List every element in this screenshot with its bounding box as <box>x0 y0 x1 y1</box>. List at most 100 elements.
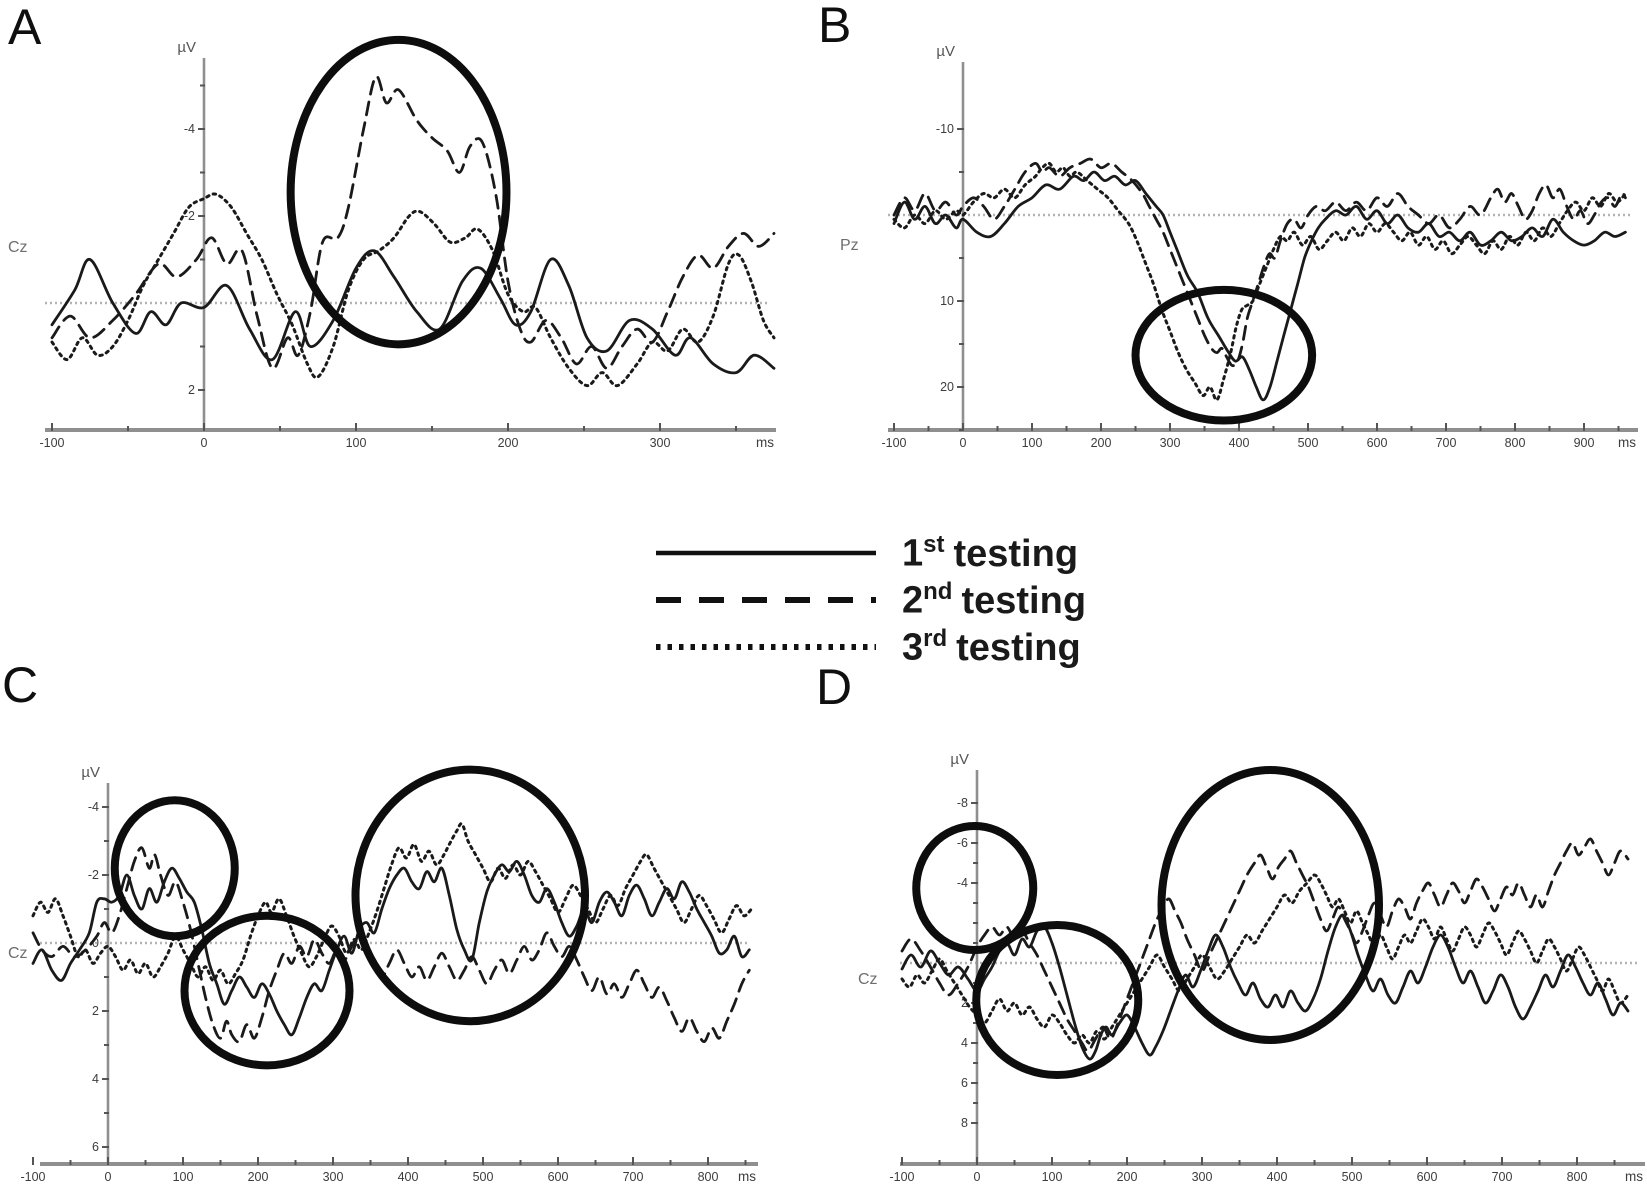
x-tick-label: -100 <box>889 1170 914 1184</box>
trace-2nd-testing <box>892 157 1627 368</box>
highlight-ellipse-1 <box>286 35 511 349</box>
x-tick-label: 700 <box>1492 1170 1513 1184</box>
y-tick-label: 10 <box>940 294 954 308</box>
trace-1st-testing <box>31 860 751 1037</box>
y-axis-unit-label: µV <box>936 43 955 60</box>
panel-label-d: D <box>816 659 853 715</box>
legend-line-dotted-icon <box>656 644 876 650</box>
legend-line-solid-icon <box>656 550 876 556</box>
x-axis-unit-label: ms <box>1618 435 1636 450</box>
y-tick-label: 4 <box>961 1036 968 1050</box>
y-tick-label: -10 <box>936 122 954 136</box>
y-axis-unit-label: µV <box>81 764 100 781</box>
highlight-ellipse-1 <box>1131 285 1317 425</box>
x-tick-label: 600 <box>1417 1170 1438 1184</box>
legend-label-2nd: 2nd testing <box>902 578 1087 622</box>
x-tick-label: 200 <box>1117 1170 1138 1184</box>
highlight-ellipse-2 <box>972 921 1143 1079</box>
electrode-label: Cz <box>8 239 28 256</box>
x-tick-label: 0 <box>201 436 208 450</box>
y-axis-unit-label: µV <box>950 751 969 768</box>
legend: 1st testing 2nd testing 3rd testing <box>652 531 1087 667</box>
x-tick-label: 300 <box>1192 1170 1213 1184</box>
x-axis-unit-label: ms <box>1625 1169 1643 1184</box>
y-tick-label: 8 <box>961 1116 968 1130</box>
x-tick-label: 700 <box>1436 436 1457 450</box>
x-tick-label: 100 <box>346 436 367 450</box>
electrode-label: Pz <box>840 237 859 254</box>
legend-row-1st: 1st testing <box>652 531 1086 575</box>
x-tick-label: -100 <box>39 436 64 450</box>
x-tick-label: 400 <box>1267 1170 1288 1184</box>
panel-d-plot: -100 0 100 200 300 400 500 600 700 800 ms -8 -6 -4 2 4 6… <box>858 751 1645 1184</box>
x-tick-label: 200 <box>248 1170 269 1184</box>
panel-b-plot: -100 0 100 200 300 400 500 600 700 800 900 ms -10 10 2… <box>840 43 1638 450</box>
y-tick-label: -4 <box>88 800 99 814</box>
y-axis-unit-label: µV <box>177 39 196 56</box>
panel-a-plot: -100 0 100 200 300 ms -4 -2 2 µV Cz <box>8 35 776 450</box>
highlight-ellipse-1 <box>110 796 239 941</box>
highlight-ellipse-1 <box>912 822 1038 954</box>
highlight-ellipse-3 <box>1157 766 1383 1044</box>
trace-1st-testing <box>892 170 1627 402</box>
y-tick-label: -4 <box>957 876 968 890</box>
trace-3rd-testing <box>50 192 776 388</box>
x-tick-label: 500 <box>1342 1170 1363 1184</box>
x-axis-unit-label: ms <box>756 435 774 450</box>
x-tick-label: 0 <box>974 1170 981 1184</box>
electrode-label: Cz <box>858 971 878 988</box>
panel-label-a: A <box>8 0 42 55</box>
trace-3rd-testing <box>900 873 1630 1045</box>
x-tick-label: 400 <box>1229 436 1250 450</box>
y-tick-label: -2 <box>88 868 99 882</box>
x-tick-label: 300 <box>323 1170 344 1184</box>
x-tick-label: 500 <box>473 1170 494 1184</box>
x-tick-label: 0 <box>105 1170 112 1184</box>
highlight-ellipse-3 <box>351 765 589 1026</box>
y-tick-label: -6 <box>957 836 968 850</box>
panel-c-plot: -100 0 100 200 300 400 500 600 700 800 ms -4 -2 0 2 4 6 µ… <box>8 764 758 1184</box>
x-tick-label: 100 <box>173 1170 194 1184</box>
x-tick-label: 100 <box>1042 1170 1063 1184</box>
x-tick-label: 800 <box>1567 1170 1588 1184</box>
x-tick-label: 800 <box>698 1170 719 1184</box>
x-tick-label: 200 <box>1091 436 1112 450</box>
x-tick-label: 700 <box>623 1170 644 1184</box>
x-axis-unit-label: ms <box>738 1169 756 1184</box>
highlight-ellipse-2 <box>180 911 354 1070</box>
x-tick-label: -100 <box>881 436 906 450</box>
trace-2nd-testing <box>900 837 1630 1053</box>
legend-row-3rd: 3rd testing <box>652 627 1086 667</box>
legend-line-dashed-icon <box>656 597 876 603</box>
legend-label-1st: 1st testing <box>902 531 1079 575</box>
trace-3rd-testing <box>31 822 753 986</box>
y-tick-label: 6 <box>961 1076 968 1090</box>
trace-2nd-testing <box>31 846 751 1044</box>
panel-label-b: B <box>818 0 852 53</box>
x-tick-label: -100 <box>20 1170 45 1184</box>
x-tick-label: 800 <box>1505 436 1526 450</box>
y-tick-label: -2 <box>184 209 195 223</box>
x-tick-label: 600 <box>1367 436 1388 450</box>
trace-1st-testing <box>50 249 776 375</box>
y-tick-label: -4 <box>184 122 195 136</box>
x-tick-label: 100 <box>1022 436 1043 450</box>
panel-label-c: C <box>2 657 39 713</box>
y-tick-label: 6 <box>92 1140 99 1154</box>
y-tick-label: 0 <box>92 936 99 950</box>
y-tick-label: 2 <box>92 1004 99 1018</box>
x-tick-label: 300 <box>1160 436 1181 450</box>
y-tick-label: 20 <box>940 380 954 394</box>
x-tick-label: 600 <box>548 1170 569 1184</box>
y-tick-label: -8 <box>957 796 968 810</box>
y-tick-label: 2 <box>188 383 195 397</box>
legend-row-2nd: 2nd testing <box>652 578 1087 622</box>
x-tick-label: 200 <box>498 436 519 450</box>
x-tick-label: 300 <box>650 436 671 450</box>
y-tick-label: 4 <box>92 1072 99 1086</box>
x-tick-label: 0 <box>960 436 967 450</box>
x-tick-label: 400 <box>398 1170 419 1184</box>
trace-3rd-testing <box>892 161 1627 402</box>
